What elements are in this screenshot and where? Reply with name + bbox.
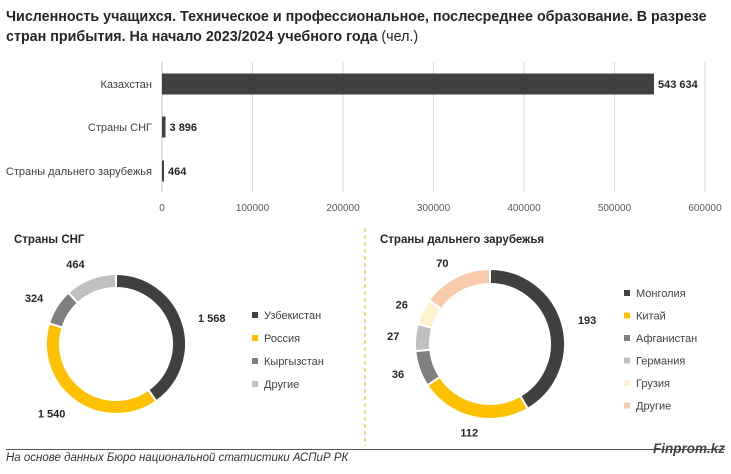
legend-swatch xyxy=(624,312,630,319)
bar xyxy=(162,160,164,182)
bar-value-label: 3 896 xyxy=(170,122,198,134)
bar-value-label: 464 xyxy=(168,166,187,178)
donut-slice xyxy=(425,375,530,420)
donut-slice xyxy=(66,272,117,305)
x-tick-label: 500000 xyxy=(598,203,632,214)
x-tick-label: 300000 xyxy=(417,203,451,214)
donut-value-label: 324 xyxy=(25,293,44,305)
legend-swatch xyxy=(624,335,630,341)
donut-value-label: 1 540 xyxy=(38,409,66,421)
x-tick-label: 100000 xyxy=(236,203,270,214)
donut-slice xyxy=(489,267,566,411)
x-tick-label: 200000 xyxy=(326,203,360,214)
donut-slice xyxy=(414,348,442,387)
y-category-label: Казахстан xyxy=(100,79,152,91)
legend-swatch xyxy=(624,290,630,296)
legend-label: Монголия xyxy=(636,288,686,300)
legend-swatch xyxy=(252,312,258,318)
donut-slice xyxy=(115,272,187,403)
legend-label: Узбекистан xyxy=(264,310,321,322)
x-tick-label: 600000 xyxy=(688,203,722,214)
donut-value-label: 1 568 xyxy=(198,313,226,325)
y-category-label: Страны дальнего зарубежья xyxy=(6,166,152,178)
bar-value-label: 543 634 xyxy=(658,79,699,91)
legend-swatch xyxy=(252,381,258,387)
brand-logo-text: Finprom.kz xyxy=(652,441,725,456)
legend-label: Кыргызстан xyxy=(264,356,324,368)
legend-label: Афганистан xyxy=(636,333,697,345)
chart-title: Численность учащихся. Техническое и проф… xyxy=(6,7,721,47)
legend-swatch xyxy=(624,357,630,364)
legend-label: Другие xyxy=(636,401,671,413)
donut-value-label: 70 xyxy=(436,258,448,270)
legend-swatch xyxy=(252,335,258,341)
legend-swatch xyxy=(624,380,630,386)
x-tick-label: 400000 xyxy=(507,203,541,214)
donut-value-label: 26 xyxy=(396,300,408,312)
donut-title: Страны СНГ xyxy=(14,234,85,246)
legend-label: Германия xyxy=(636,356,685,368)
donut-slice xyxy=(427,267,491,311)
legend-label: Россия xyxy=(264,333,300,345)
legend-label: Китай xyxy=(636,311,666,323)
x-tick-label: 0 xyxy=(159,203,165,214)
donut-title: Страны дальнего зарубежья xyxy=(380,234,544,246)
donut-value-label: 193 xyxy=(578,315,596,327)
legend-label: Другие xyxy=(264,379,299,391)
chart-title-unit: (чел.) xyxy=(381,29,419,45)
chart-title-text: Численность учащихся. Техническое и проф… xyxy=(6,9,707,45)
donut-value-label: 464 xyxy=(66,259,85,271)
footer-source: На основе данных Бюро национальной стати… xyxy=(6,452,349,464)
legend-swatch xyxy=(252,358,258,364)
donut-slice xyxy=(45,322,158,415)
donut-value-label: 112 xyxy=(460,428,478,440)
bar xyxy=(162,116,166,138)
legend-swatch xyxy=(624,402,630,409)
footer-divider xyxy=(6,449,725,450)
donut-value-label: 36 xyxy=(392,369,404,381)
y-category-label: Страны СНГ xyxy=(88,122,152,134)
legend-label: Грузия xyxy=(636,378,670,390)
donut-value-label: 27 xyxy=(387,331,399,343)
bar xyxy=(162,73,654,95)
